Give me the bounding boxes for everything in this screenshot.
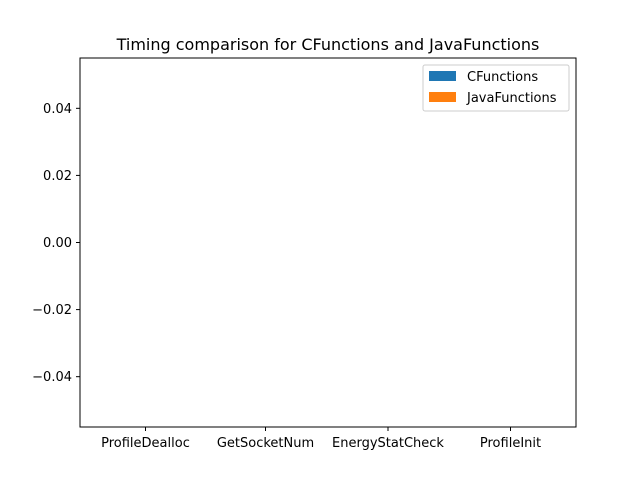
legend-label-javafunctions: JavaFunctions	[466, 91, 557, 106]
y-tick-label: 0.04	[43, 102, 72, 117]
x-tick-label: GetSocketNum	[217, 436, 314, 451]
x-tick-label: ProfileInit	[480, 436, 541, 451]
y-tick-label: 0.00	[43, 236, 72, 251]
legend: CFunctions JavaFunctions	[422, 64, 570, 112]
legend-swatch-cfunctions	[429, 71, 456, 81]
legend-label-cfunctions: CFunctions	[467, 70, 538, 85]
x-tick-label: ProfileDealloc	[101, 436, 190, 451]
plot-area	[79, 57, 577, 428]
axis-ticks: −0.04 −0.02 0.00 0.02 0.04 ProfileDealloc GetS…	[32, 102, 541, 451]
legend-swatch-javafunctions	[429, 92, 456, 102]
y-tick-label: 0.02	[43, 169, 72, 184]
y-tick-label: −0.02	[32, 303, 72, 318]
y-tick-label: −0.04	[32, 370, 72, 385]
x-tick-label: EnergyStatCheck	[332, 436, 444, 451]
legend-box	[422, 64, 570, 112]
chart-title: Timing comparison for CFunctions and Jav…	[116, 35, 540, 54]
